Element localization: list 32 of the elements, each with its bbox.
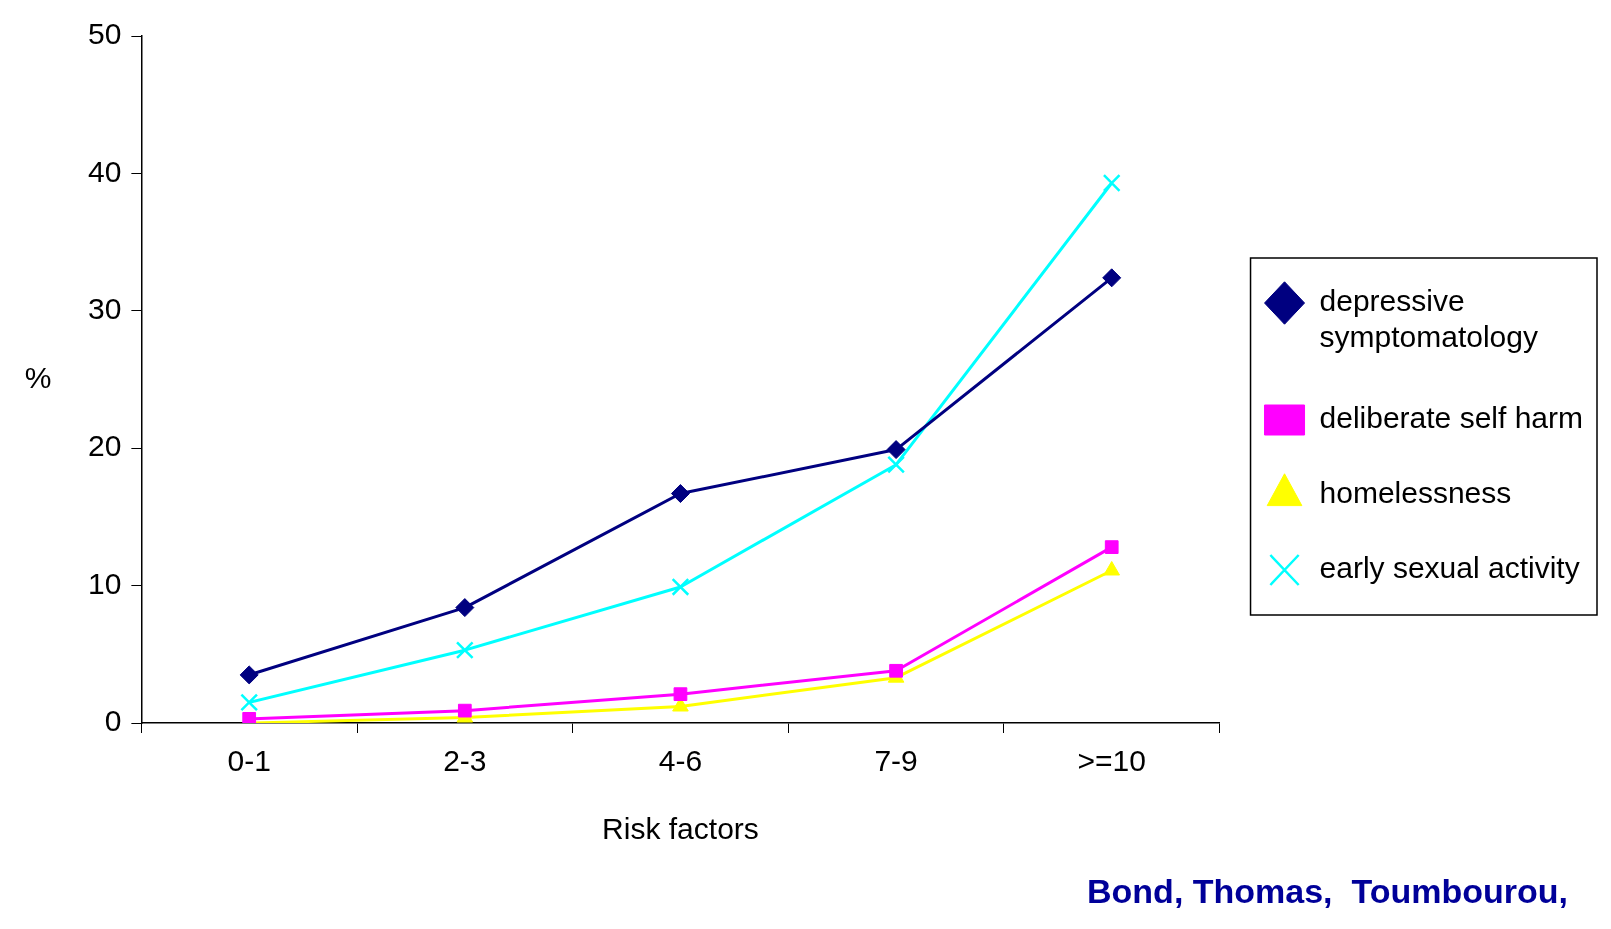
text: Bond, Thomas, Toumbourou, [1087, 872, 1568, 910]
y-tick-label: 50 [87, 17, 122, 51]
x-tick-label: 4-6 [658, 744, 703, 778]
point [1104, 540, 1119, 554]
y-tick-label: 40 [87, 154, 122, 188]
point [670, 484, 690, 504]
point [886, 440, 906, 460]
point [455, 641, 474, 660]
point [673, 687, 688, 702]
point [1102, 173, 1121, 193]
point [671, 577, 690, 596]
x-tick-label: 7-9 [874, 744, 918, 778]
point [239, 665, 259, 685]
y-axis-title: % [24, 360, 52, 394]
point [887, 455, 906, 474]
point [457, 703, 472, 718]
y-tick-label: 20 [87, 429, 122, 463]
y-tick-label: 0 [104, 704, 122, 738]
point [1102, 268, 1122, 288]
legend-label: homelessness [1319, 476, 1512, 510]
x-tick-label: 0-1 [227, 744, 271, 778]
point [889, 663, 903, 678]
point [240, 693, 259, 712]
x-axis-title: Risk factors [602, 812, 759, 846]
x-tick-label: >=10 [1077, 744, 1146, 778]
legend-label: deliberate self harm [1319, 401, 1583, 435]
y-tick-label: 10 [87, 566, 122, 600]
x-tick-label: 2-3 [443, 744, 487, 778]
y-tick-label: 30 [87, 292, 122, 326]
point [455, 598, 475, 618]
legend-label: early sexual activity [1319, 551, 1580, 585]
legend-label: depressive symptomatology [1319, 284, 1538, 354]
